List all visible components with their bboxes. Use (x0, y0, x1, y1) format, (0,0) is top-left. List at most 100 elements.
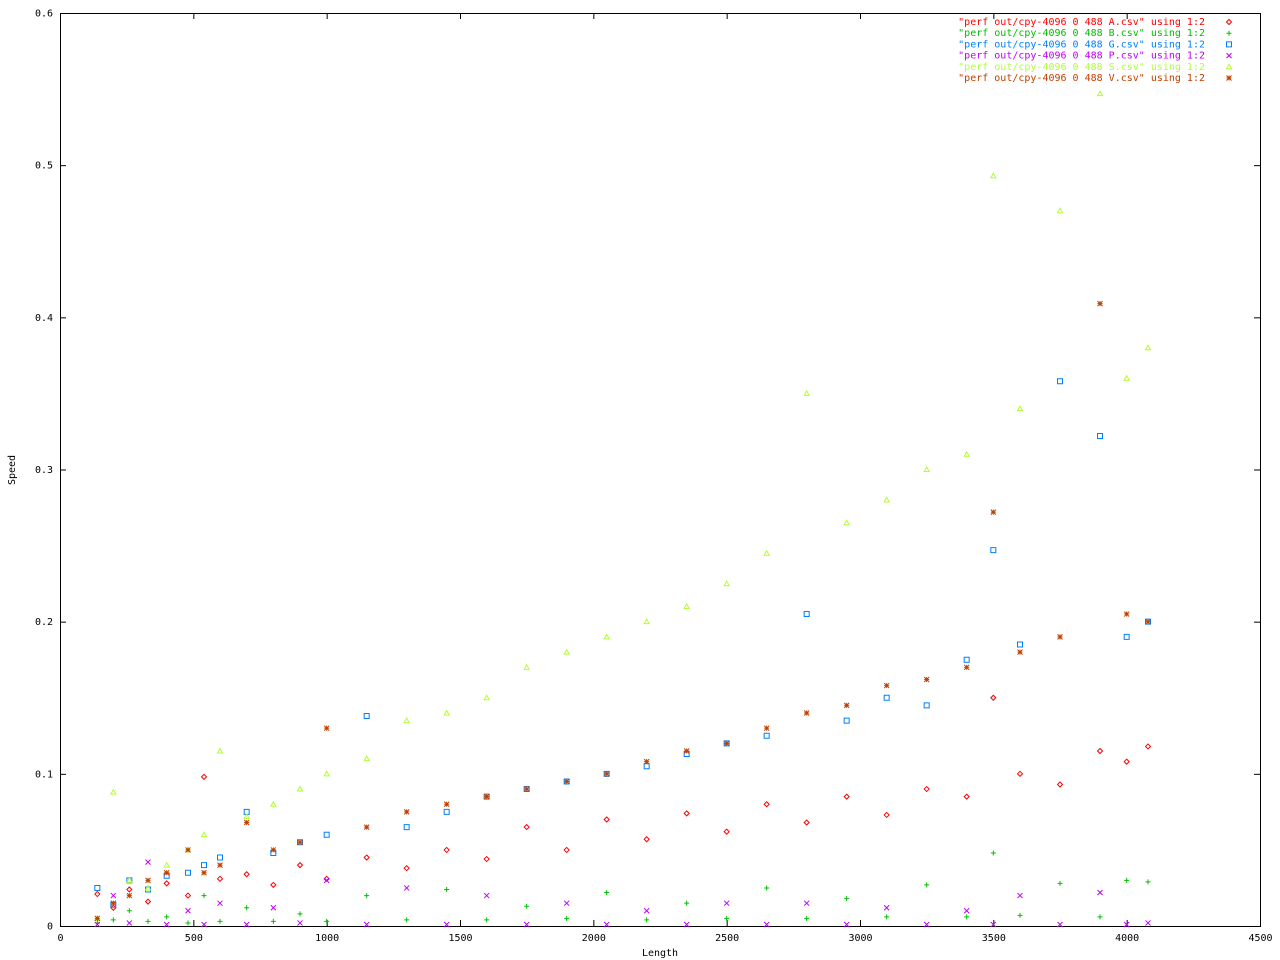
legend-marker (1225, 18, 1233, 26)
point (563, 648, 571, 655)
point (1017, 912, 1023, 918)
point (363, 755, 371, 762)
point (244, 905, 250, 911)
point (524, 903, 530, 909)
point (201, 862, 207, 869)
x-tick-label: 2000 (582, 933, 606, 944)
point (297, 911, 303, 917)
point (963, 907, 970, 914)
point (200, 831, 208, 838)
point (924, 882, 930, 888)
point (297, 839, 303, 846)
point (243, 871, 250, 878)
point (564, 915, 570, 921)
point (1017, 892, 1023, 899)
point (990, 547, 997, 554)
point (804, 915, 810, 921)
point (297, 920, 303, 926)
plot-frame (60, 13, 1261, 927)
point (1123, 921, 1130, 928)
point (1145, 920, 1151, 926)
point (683, 748, 690, 754)
point (185, 869, 191, 876)
point (243, 921, 250, 928)
point (1017, 649, 1023, 655)
point (990, 921, 997, 928)
point (923, 921, 930, 928)
point (523, 786, 530, 793)
point (443, 808, 450, 815)
point (94, 921, 101, 928)
point (803, 611, 810, 618)
point (201, 869, 207, 876)
point (110, 904, 117, 911)
point (269, 800, 277, 807)
point (126, 920, 133, 926)
point (1097, 300, 1103, 307)
point (200, 773, 208, 781)
point (324, 918, 330, 924)
point (403, 864, 410, 872)
point (1057, 880, 1063, 886)
point (323, 725, 330, 732)
point (163, 880, 170, 887)
point (1145, 618, 1151, 625)
point (443, 801, 450, 808)
point (643, 907, 650, 914)
point (363, 713, 370, 720)
point (94, 890, 101, 898)
point (201, 893, 207, 899)
point (523, 823, 530, 831)
legend-label: "perf out/cpy-4096 0 488 P.csv" using 1:… (958, 51, 1205, 62)
point (724, 915, 730, 921)
y-tick-label: 0.5 (35, 161, 53, 172)
point (843, 519, 851, 526)
point (1097, 433, 1103, 440)
point (403, 885, 410, 891)
point (763, 921, 770, 928)
point (763, 732, 770, 739)
point (603, 921, 610, 928)
point (604, 890, 610, 896)
point (323, 877, 330, 884)
point (126, 886, 133, 893)
point (963, 450, 971, 457)
point (110, 917, 116, 923)
point (243, 808, 250, 815)
point (126, 908, 132, 914)
point (723, 740, 730, 747)
point (603, 816, 610, 823)
point (444, 886, 450, 892)
x-tick-label: 1000 (315, 933, 339, 944)
point (963, 664, 970, 671)
x-tick-label: 0 (57, 933, 63, 944)
point (201, 921, 207, 928)
point (989, 172, 997, 179)
point (404, 917, 410, 923)
point (763, 725, 770, 732)
point (185, 847, 191, 853)
point (643, 618, 651, 625)
point (563, 846, 570, 854)
point (763, 549, 771, 556)
y-tick-label: 0.6 (35, 9, 53, 20)
point (563, 900, 570, 907)
point (683, 602, 691, 609)
point (843, 702, 850, 709)
x-tick-label: 4000 (1115, 933, 1139, 944)
point (270, 918, 276, 924)
point (323, 831, 330, 838)
legend-marker (1226, 30, 1232, 36)
point (1057, 378, 1063, 385)
point (923, 785, 930, 793)
point (1057, 921, 1063, 928)
point (923, 465, 931, 472)
point (443, 921, 450, 928)
point (643, 836, 650, 843)
point (923, 676, 930, 683)
point (523, 663, 531, 670)
point (217, 854, 223, 861)
point (443, 846, 450, 854)
x-tick-label: 500 (185, 933, 203, 944)
